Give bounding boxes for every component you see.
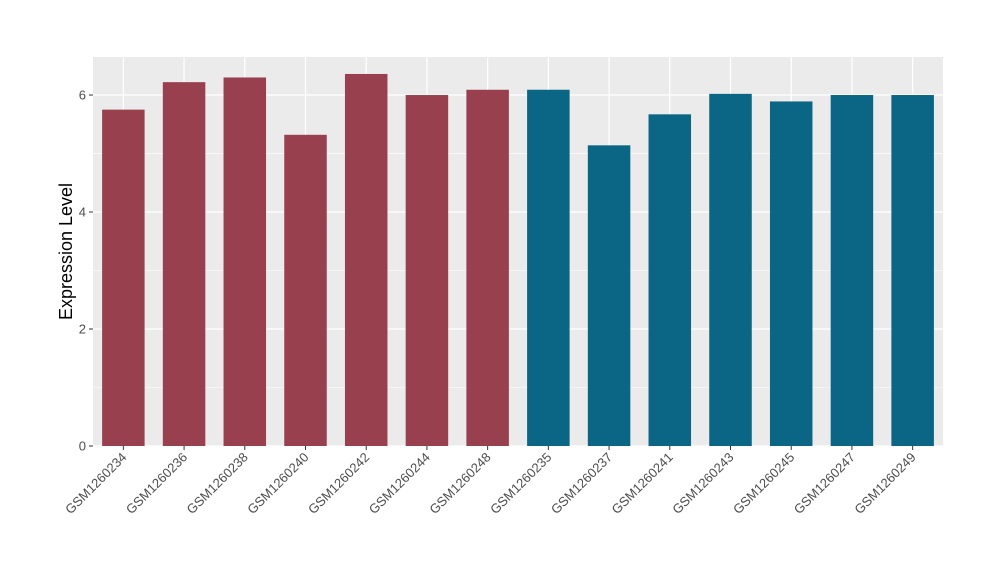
bar-GSM1260247	[830, 95, 874, 446]
bar-GSM1260236	[162, 82, 206, 446]
x-tick-label: GSM1260236	[123, 450, 190, 517]
bar-GSM1260241	[648, 114, 692, 446]
bar-GSM1260248	[466, 89, 509, 446]
y-tick-label: 0	[79, 439, 86, 454]
y-tick-label: 2	[79, 322, 86, 337]
y-axis: 0 2 4 6	[79, 88, 93, 454]
x-tick-label: GSM1260249	[851, 450, 918, 517]
bar-GSM1260249	[891, 95, 934, 446]
x-tick-label: GSM1260242	[305, 450, 372, 517]
x-tick-label: GSM1260247	[791, 450, 858, 517]
bar-GSM1260234	[102, 109, 145, 447]
x-tick-label: GSM1260240	[244, 450, 311, 517]
x-tick-label: GSM1260234	[62, 450, 129, 517]
bar-GSM1260235	[527, 89, 570, 446]
y-tick-label: 4	[79, 205, 86, 220]
x-tick-label: GSM1260248	[426, 450, 493, 517]
x-tick-label: GSM1260237	[548, 450, 615, 517]
bar-GSM1260244	[405, 95, 449, 446]
x-tick-label: GSM1260235	[487, 450, 554, 517]
bar-GSM1260242	[344, 73, 388, 446]
bar-GSM1260237	[587, 145, 631, 446]
x-tick-label: GSM1260245	[730, 450, 797, 517]
bars	[102, 73, 934, 447]
x-tick-label: GSM1260241	[609, 450, 676, 517]
bar-GSM1260245	[769, 101, 813, 446]
x-tick-label: GSM1260243	[669, 450, 736, 517]
x-tick-label: GSM1260244	[366, 450, 433, 517]
y-tick-label: 6	[79, 88, 86, 103]
x-axis: GSM1260234GSM1260236GSM1260238GSM1260240…	[62, 446, 919, 517]
bar-GSM1260243	[709, 93, 752, 446]
bar-GSM1260240	[284, 134, 327, 447]
y-axis-title: Expression Level	[56, 183, 76, 320]
x-tick-label: GSM1260238	[184, 450, 251, 517]
bar-GSM1260238	[223, 77, 267, 446]
